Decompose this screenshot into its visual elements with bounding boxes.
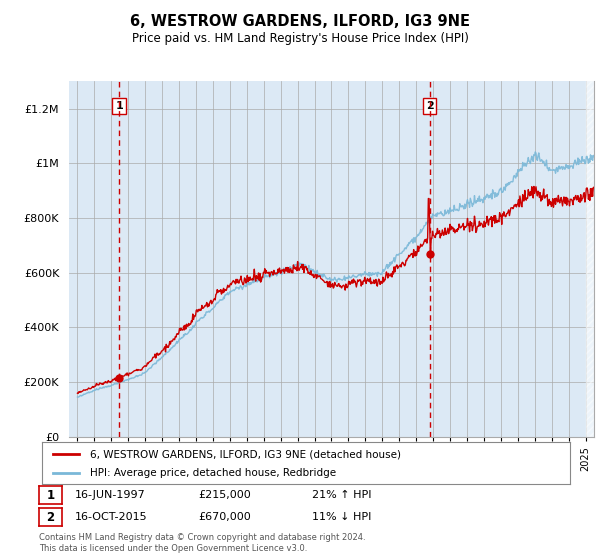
Text: HPI: Average price, detached house, Redbridge: HPI: Average price, detached house, Redb… [89, 468, 335, 478]
Text: £670,000: £670,000 [198, 512, 251, 522]
Text: 6, WESTROW GARDENS, ILFORD, IG3 9NE: 6, WESTROW GARDENS, ILFORD, IG3 9NE [130, 14, 470, 29]
Text: 2: 2 [46, 511, 55, 524]
Text: Contains HM Land Registry data © Crown copyright and database right 2024.
This d: Contains HM Land Registry data © Crown c… [39, 533, 365, 553]
Text: 2: 2 [425, 101, 433, 111]
Text: 21% ↑ HPI: 21% ↑ HPI [312, 490, 371, 500]
Text: 11% ↓ HPI: 11% ↓ HPI [312, 512, 371, 522]
Text: 16-OCT-2015: 16-OCT-2015 [75, 512, 148, 522]
Text: 16-JUN-1997: 16-JUN-1997 [75, 490, 146, 500]
Text: 1: 1 [46, 488, 55, 502]
Text: 1: 1 [115, 101, 123, 111]
Text: 6, WESTROW GARDENS, ILFORD, IG3 9NE (detached house): 6, WESTROW GARDENS, ILFORD, IG3 9NE (det… [89, 449, 401, 459]
Text: Price paid vs. HM Land Registry's House Price Index (HPI): Price paid vs. HM Land Registry's House … [131, 32, 469, 45]
Text: £215,000: £215,000 [198, 490, 251, 500]
